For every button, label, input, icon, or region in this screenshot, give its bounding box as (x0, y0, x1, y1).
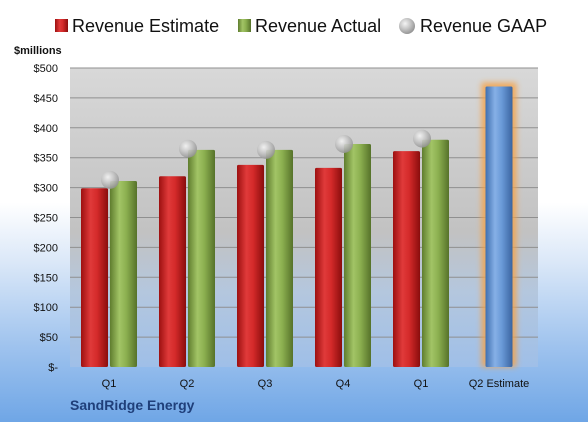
y-tick-label: $350 (34, 153, 58, 165)
revenue-gaap-marker (179, 139, 197, 158)
x-tick-label: Q1 (102, 378, 117, 390)
revenue-estimate-bar (315, 167, 342, 367)
x-tick-label: Q4 (336, 378, 351, 390)
y-axis-label: $millions (14, 45, 62, 57)
y-tick-label: $250 (34, 213, 58, 225)
revenue-gaap-marker (101, 170, 119, 189)
revenue-gaap-marker (257, 140, 275, 159)
gaap-markers (101, 129, 431, 189)
y-tick-label: $50 (40, 332, 58, 344)
legend-swatch-revenue-actual (238, 19, 251, 32)
revenue-actual-bar (110, 181, 137, 367)
y-tick-label: $500 (34, 63, 58, 75)
y-tick-label: $150 (34, 272, 58, 284)
legend-label-revenue-estimate: Revenue Estimate (72, 16, 219, 36)
revenue-actual-bar (188, 149, 215, 367)
legend: Revenue Estimate Revenue Actual Revenue … (55, 16, 547, 36)
x-tick-label: Q2 (180, 378, 195, 390)
legend-swatch-revenue-estimate (55, 19, 68, 32)
y-tick-label: $450 (34, 93, 58, 105)
legend-label-revenue-actual: Revenue Actual (255, 16, 381, 36)
revenue-actual-bar (266, 149, 293, 367)
revenue-gaap-marker (413, 129, 431, 148)
x-tick-label: Q2 Estimate (469, 378, 530, 390)
y-tick-label: $400 (34, 123, 58, 135)
y-tick-label: $- (48, 362, 58, 374)
revenue-estimate-bar (159, 176, 186, 367)
y-tick-label: $100 (34, 302, 58, 314)
y-tick-label: $300 (34, 183, 58, 195)
legend-item-revenue-estimate: Revenue Estimate (55, 16, 219, 36)
grid-lines (70, 67, 538, 338)
legend-label-revenue-gaap: Revenue GAAP (420, 16, 547, 36)
y-tick-label: $200 (34, 242, 58, 254)
revenue-actual-bar (422, 139, 449, 367)
y-axis-ticks: $- $50 $100 $150 $200 $250 $300 $350 $400 $450 $50… (34, 63, 59, 374)
x-axis-ticks: Q1 Q2 Q3 Q4 Q1 Q2 Estimate (102, 378, 530, 390)
x-tick-label: Q1 (414, 378, 429, 390)
x-tick-label: Q3 (258, 378, 273, 390)
revenue-gaap-marker (335, 134, 353, 153)
company-name: SandRidge Energy (70, 397, 195, 413)
legend-swatch-revenue-gaap (399, 18, 415, 34)
revenue-estimate-bar (393, 151, 420, 367)
revenue-estimate-bar (237, 164, 264, 367)
bars (81, 82, 517, 368)
legend-item-revenue-gaap: Revenue GAAP (399, 16, 547, 36)
revenue-estimate-forecast-bar (485, 86, 513, 368)
revenue-actual-bar (344, 143, 371, 367)
legend-item-revenue-actual: Revenue Actual (238, 16, 381, 36)
revenue-estimate-bar (81, 188, 108, 367)
